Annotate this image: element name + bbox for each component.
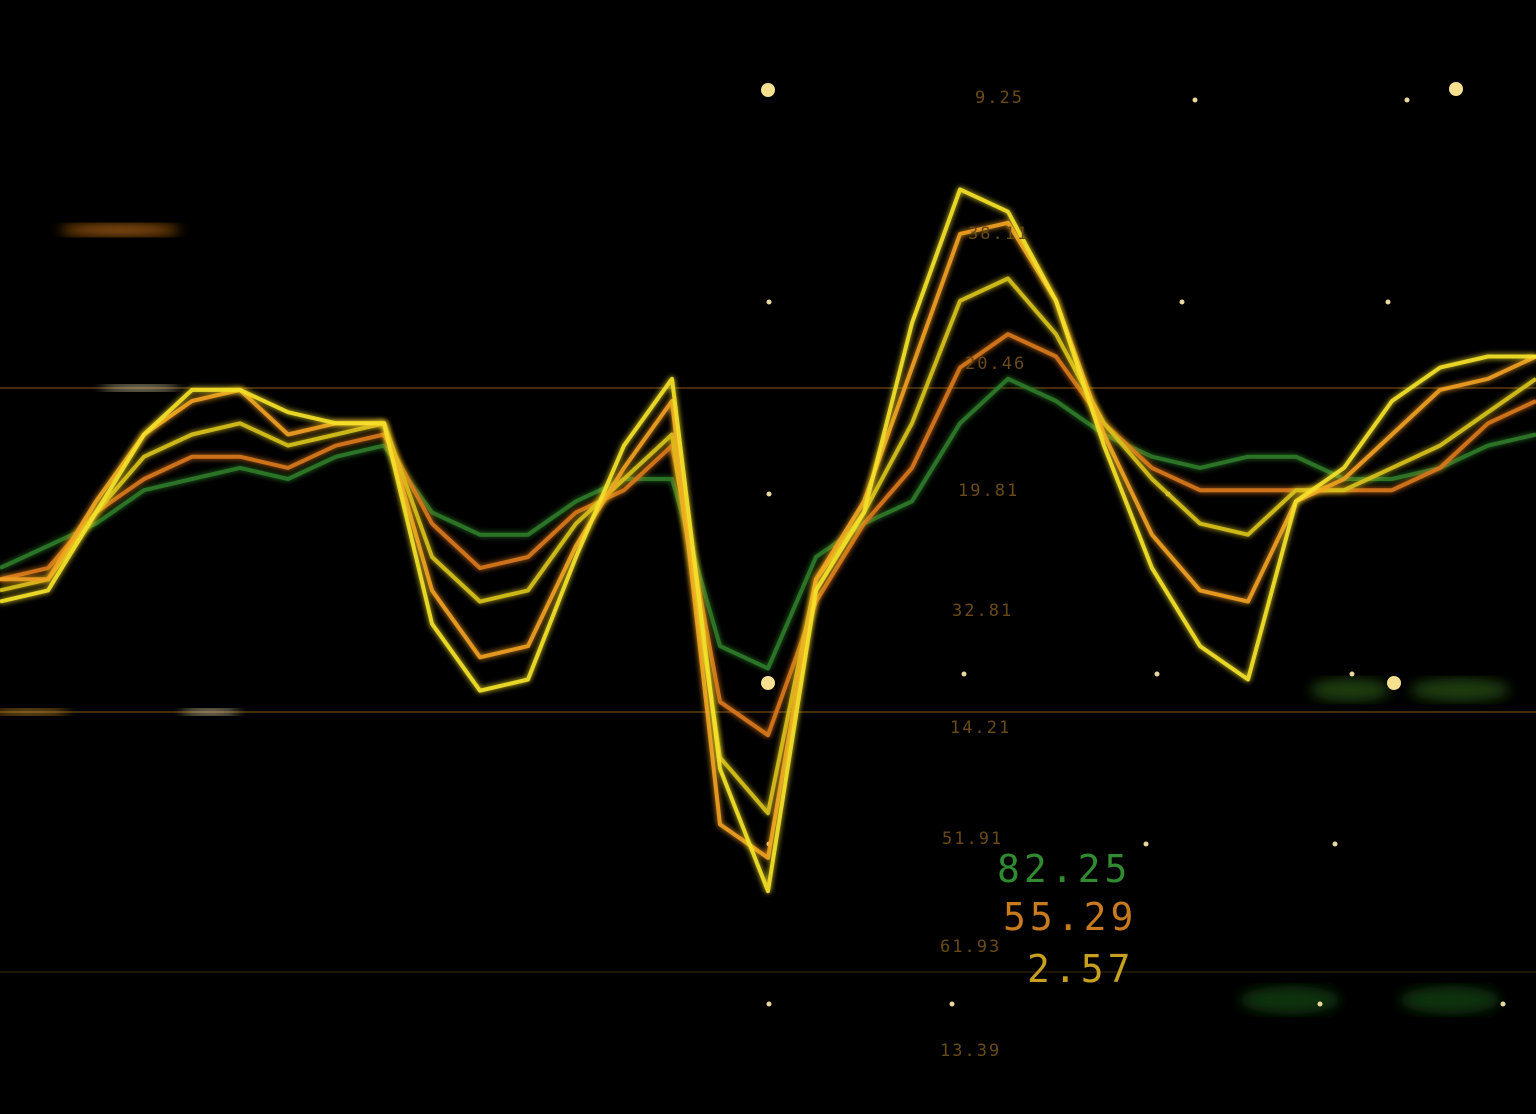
axis-label: 38.11 <box>968 224 1029 244</box>
readout: 2.57 <box>1027 947 1135 991</box>
axis-label: 19.81 <box>958 481 1019 501</box>
readout: 55.29 <box>1003 895 1137 939</box>
axis-label: 13.39 <box>940 1041 1001 1061</box>
series-line <box>0 276 1536 816</box>
readout: 82.25 <box>997 847 1131 891</box>
axis-label: 14.21 <box>950 718 1011 738</box>
axis-label: 61.93 <box>940 937 1001 957</box>
axis-label: 20.46 <box>965 354 1026 374</box>
series-line <box>0 332 1536 738</box>
axis-label: 32.81 <box>952 601 1013 621</box>
series-line <box>0 376 1536 671</box>
axis-label: 51.91 <box>942 829 1003 849</box>
lines <box>0 187 1536 894</box>
decor <box>0 82 1536 1014</box>
series-line <box>0 187 1536 894</box>
series-line <box>0 220 1536 860</box>
labels: 9.25 38.11 20.46 19.81 32.81 14.21 51.91 61.93 1… <box>940 88 1137 1061</box>
axis-label: 9.25 <box>975 88 1024 108</box>
